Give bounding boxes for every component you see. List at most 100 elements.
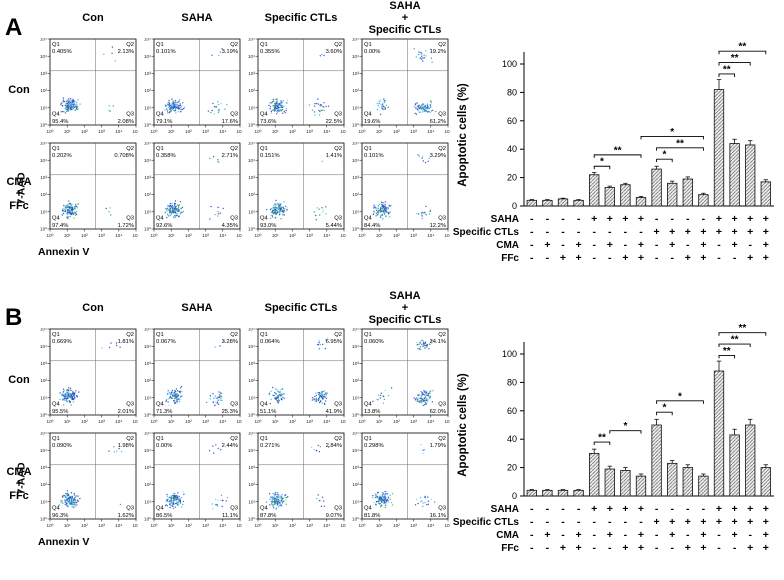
- significance-label: *: [662, 150, 666, 161]
- x-tick-label: 10⁴: [115, 233, 122, 238]
- q2-label: Q2: [334, 42, 342, 48]
- x-tick-label: 10¹: [376, 419, 383, 424]
- x-tick-label: 10⁴: [323, 233, 330, 238]
- bar-12: [698, 194, 709, 207]
- x-tick-label: 10¹: [376, 233, 383, 238]
- condition-sign: -: [733, 252, 737, 264]
- significance-bracket: [609, 430, 642, 434]
- q2-label: Q2: [230, 436, 238, 442]
- flow-plot-A-r2c1: 10⁰10⁰10¹10¹10²10²10³10³10⁴10⁴10⁵10⁵Q10.…: [40, 142, 138, 238]
- y-tick-label: 10⁵: [248, 328, 255, 332]
- condition-row-label: Specific CTLs: [453, 517, 520, 528]
- y-tick-label: 10⁰: [144, 517, 151, 522]
- y-tick-label: 40: [507, 434, 517, 444]
- significance-label: **: [731, 335, 739, 346]
- significance-label: **: [739, 323, 747, 334]
- y-tick-label: 10³: [40, 465, 47, 470]
- q4-value: 96.3%: [52, 513, 68, 519]
- x-tick-label: 10⁴: [323, 523, 330, 528]
- flow-y-axis-label: 7-AAD: [15, 462, 28, 495]
- bar-2: [542, 489, 553, 497]
- condition-sign: +: [607, 529, 613, 541]
- q3-label: Q3: [334, 402, 342, 408]
- condition-sign: +: [700, 226, 706, 238]
- x-tick-label: 10²: [393, 233, 400, 238]
- y-tick-label: 10²: [40, 88, 47, 93]
- y-tick-label: 10⁵: [352, 328, 359, 332]
- y-tick-label: 10⁰: [248, 517, 255, 522]
- q2-label: Q2: [126, 436, 134, 442]
- condition-sign: -: [561, 239, 565, 251]
- significance-label: *: [623, 421, 627, 432]
- q1-value: 0.101%: [364, 153, 384, 159]
- x-tick-label: 10³: [202, 233, 209, 238]
- x-tick-label: 10⁴: [323, 419, 330, 424]
- y-tick-label: 10²: [144, 192, 151, 197]
- x-tick-label: 10⁴: [427, 233, 434, 238]
- x-tick-label: 10¹: [376, 523, 383, 528]
- q3-value: 9.07%: [326, 513, 342, 519]
- significance-label: *: [662, 403, 666, 414]
- q1-label: Q1: [364, 436, 372, 442]
- q2-value: 3.19%: [222, 49, 238, 55]
- condition-sign: -: [655, 239, 659, 251]
- y-tick-label: 10⁵: [144, 142, 151, 146]
- plot-frame: [257, 432, 345, 520]
- q1-value: 0.064%: [260, 339, 280, 345]
- y-tick-label: 10³: [352, 71, 359, 76]
- x-tick-label: 10⁰: [151, 233, 158, 238]
- condition-sign: -: [546, 213, 550, 225]
- x-tick-label: 10³: [306, 419, 313, 424]
- condition-sign: -: [561, 529, 565, 541]
- significance-bracket: [718, 354, 736, 359]
- x-tick-label: 10⁴: [219, 129, 226, 134]
- y-tick-label: 10¹: [144, 499, 151, 504]
- q4-label: Q4: [156, 216, 165, 222]
- y-tick-label: 10¹: [40, 105, 47, 110]
- x-tick-label: 10⁴: [115, 419, 122, 424]
- y-tick-label: 10⁰: [248, 123, 255, 128]
- condition-sign: +: [669, 516, 675, 528]
- y-tick-label: 10²: [248, 378, 255, 383]
- q4-label: Q4: [52, 216, 61, 222]
- condition-sign: +: [732, 503, 738, 515]
- q3-label: Q3: [230, 216, 238, 222]
- q4-value: 19.6%: [364, 119, 380, 125]
- condition-sign: -: [561, 503, 565, 515]
- flow-y-axis-label: 7-AAD: [15, 172, 28, 205]
- y-tick-label: 10³: [248, 361, 255, 366]
- y-tick-label: 10⁰: [40, 123, 47, 128]
- q2-value: 6.95%: [326, 339, 342, 345]
- condition-sign: -: [530, 239, 534, 251]
- condition-sign: -: [546, 252, 550, 264]
- condition-sign: +: [747, 503, 753, 515]
- significance-bracket: [718, 62, 751, 66]
- q3-value: 1.72%: [118, 223, 134, 229]
- significance-label: **: [598, 433, 606, 444]
- q4-value: 51.1%: [260, 409, 276, 415]
- q4-value: 73.6%: [260, 119, 276, 125]
- plot-frame: [49, 142, 137, 230]
- bar-6: [604, 468, 615, 497]
- y-tick-label: 10³: [248, 71, 255, 76]
- x-tick-label: 10⁵: [444, 233, 450, 238]
- condition-sign: -: [592, 252, 596, 264]
- y-tick-label: 10³: [352, 465, 359, 470]
- x-tick-label: 10⁵: [444, 129, 450, 134]
- condition-sign: +: [700, 252, 706, 264]
- x-tick-label: 10⁵: [132, 233, 138, 238]
- y-tick-label: 10¹: [352, 395, 359, 400]
- condition-sign: +: [716, 516, 722, 528]
- condition-sign: -: [592, 529, 596, 541]
- y-tick-label: 10⁰: [144, 123, 151, 128]
- q3-value: 61.2%: [430, 119, 446, 125]
- q3-label: Q3: [230, 506, 238, 512]
- x-tick-label: 10⁴: [427, 523, 434, 528]
- condition-sign: -: [608, 542, 612, 554]
- condition-sign: -: [639, 516, 643, 528]
